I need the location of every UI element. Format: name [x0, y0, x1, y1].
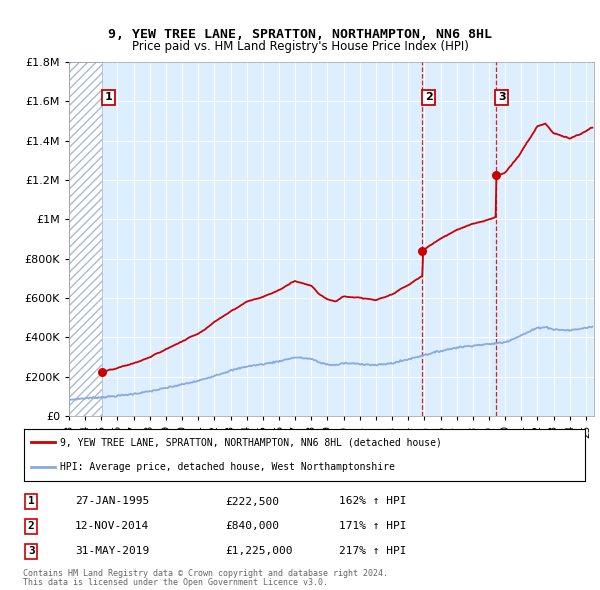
Text: Contains HM Land Registry data © Crown copyright and database right 2024.: Contains HM Land Registry data © Crown c… [23, 569, 388, 578]
Text: 3: 3 [498, 93, 506, 102]
Text: 217% ↑ HPI: 217% ↑ HPI [339, 546, 407, 556]
Text: Price paid vs. HM Land Registry's House Price Index (HPI): Price paid vs. HM Land Registry's House … [131, 40, 469, 53]
Text: 1: 1 [28, 497, 35, 506]
Text: 31-MAY-2019: 31-MAY-2019 [75, 546, 149, 556]
Text: £1,225,000: £1,225,000 [225, 546, 293, 556]
Text: 162% ↑ HPI: 162% ↑ HPI [339, 497, 407, 506]
Text: 3: 3 [28, 546, 35, 556]
Text: HPI: Average price, detached house, West Northamptonshire: HPI: Average price, detached house, West… [61, 463, 395, 473]
Text: 1: 1 [105, 93, 113, 102]
Text: 2: 2 [425, 93, 433, 102]
Text: £840,000: £840,000 [225, 522, 279, 531]
Text: This data is licensed under the Open Government Licence v3.0.: This data is licensed under the Open Gov… [23, 578, 328, 588]
Text: £222,500: £222,500 [225, 497, 279, 506]
Bar [69, 62, 103, 416]
Text: 27-JAN-1995: 27-JAN-1995 [75, 497, 149, 506]
Text: 12-NOV-2014: 12-NOV-2014 [75, 522, 149, 531]
Text: 2: 2 [28, 522, 35, 531]
Bar [69, 62, 103, 416]
Text: 9, YEW TREE LANE, SPRATTON, NORTHAMPTON, NN6 8HL: 9, YEW TREE LANE, SPRATTON, NORTHAMPTON,… [108, 28, 492, 41]
Text: 171% ↑ HPI: 171% ↑ HPI [339, 522, 407, 531]
Text: 9, YEW TREE LANE, SPRATTON, NORTHAMPTON, NN6 8HL (detached house): 9, YEW TREE LANE, SPRATTON, NORTHAMPTON,… [61, 437, 442, 447]
